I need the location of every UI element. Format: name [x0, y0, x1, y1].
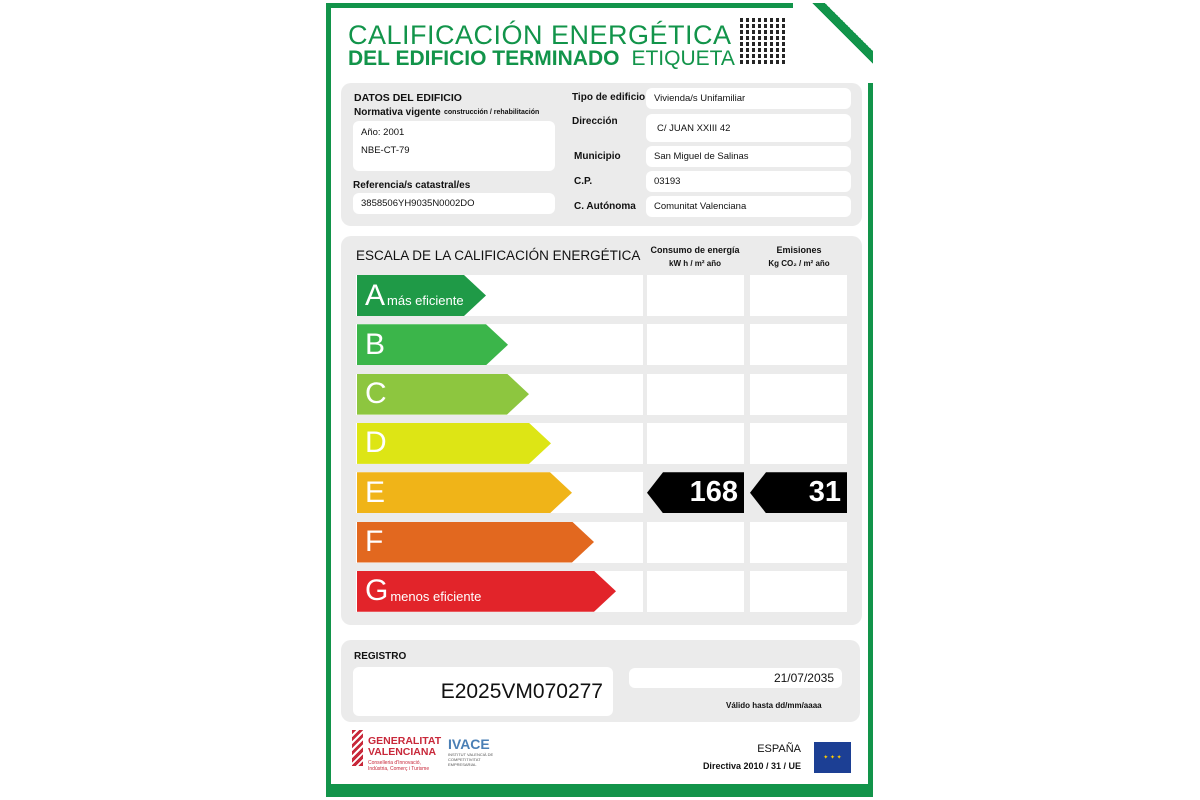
field-label-tipo: Tipo de edificio: [572, 92, 646, 103]
field-value-tipo: Vivienda/s Unifamiliar: [646, 88, 851, 109]
consumption-cell: [647, 324, 744, 366]
consumption-cell: [647, 422, 744, 464]
registro-label: REGISTRO: [354, 651, 407, 662]
country: ESPAÑA: [757, 743, 801, 755]
gv-line1: GENERALITAT: [368, 735, 442, 747]
field-value-autonoma: Comunitat Valenciana: [646, 196, 851, 217]
building-section-title: DATOS DEL EDIFICIO: [354, 92, 462, 104]
valid-label: Válido hasta dd/mm/aaaa: [726, 701, 822, 710]
norma-value: NBE-CT-79: [361, 145, 410, 156]
ref-label: Referencia/s catastral/es: [353, 180, 471, 191]
year-value: Año: 2001: [361, 127, 405, 138]
rating-note: más eficiente: [387, 293, 464, 308]
emissions-unit: Kg CO₂ / m² año: [768, 259, 830, 268]
field-label-autonoma: C. Autónoma: [574, 201, 636, 212]
emissions-cell: [750, 324, 847, 366]
field-value-direccion: C/ JUAN XXIII 42: [646, 114, 851, 142]
consumption-cell: [647, 521, 744, 563]
consumption-cell: [647, 570, 744, 612]
title-line1: CALIFICACIÓN ENERGÉTICA: [348, 20, 732, 50]
rating-letter: A: [365, 278, 386, 312]
emissions-cell: [750, 373, 847, 415]
emissions-title: Emisiones: [776, 245, 822, 255]
field-label-cp: C.P.: [574, 176, 593, 187]
consumption-indicator: 168: [647, 472, 744, 514]
field-value-cp: 03193: [646, 171, 851, 192]
ivace-text: IVACE: [448, 736, 490, 752]
normativa-label: Normativa vigente: [354, 107, 441, 118]
consumption-unit: kW h / m² año: [669, 259, 721, 268]
eu-flag-icon: ✦ ✦ ✦: [814, 742, 851, 773]
consumption-cell: [647, 373, 744, 415]
rating-bar-d: D: [357, 423, 551, 464]
qr-code-overlay: [740, 18, 786, 64]
ref-value: 3858506YH9035N0002DO: [353, 193, 555, 214]
consumption-title: Consumo de energía: [650, 245, 740, 255]
registro-number: E2025VM070277: [353, 667, 613, 716]
rating-bar-f: F: [357, 522, 594, 563]
emissions-cell: [750, 521, 847, 563]
rating-bar-e: E: [357, 472, 572, 513]
consumption-header: Consumo de energía kW h / m² año: [646, 243, 744, 271]
emissions-indicator: 31: [750, 472, 847, 514]
field-label-direccion: Dirección: [572, 116, 618, 127]
directive: Directiva 2010 / 31 / UE: [702, 761, 801, 771]
emissions-cell: [750, 422, 847, 464]
title-line2: DEL EDIFICIO TERMINADO ETIQUETA: [348, 47, 735, 71]
gv-line2: VALENCIANA: [368, 746, 437, 758]
ivace-logo: IVACE INSTITUT VALENCIÀ DE COMPETITIVITAT…: [448, 736, 498, 767]
rating-letter: D: [365, 426, 387, 460]
field-label-municipio: Municipio: [574, 151, 621, 162]
normativa-box: Año: 2001 NBE-CT-79: [353, 121, 555, 171]
corner-fold: [793, 3, 873, 83]
rating-bar-c: C: [357, 374, 529, 415]
scale-title: ESCALA DE LA CALIFICACIÓN ENERGÉTICA: [356, 248, 641, 263]
emissions-header: Emisiones Kg CO₂ / m² año: [750, 243, 848, 271]
rating-letter: B: [365, 327, 386, 361]
title-main: DEL EDIFICIO TERMINADO: [348, 47, 620, 70]
ivace-sub: INSTITUT VALENCIÀ DE COMPETITIVITAT EMPR…: [448, 752, 494, 767]
rating-bar-b: B: [357, 324, 508, 365]
consumption-cell: [647, 275, 744, 316]
generalitat-logo-icon: [352, 730, 363, 766]
rating-letter: F: [365, 525, 384, 558]
title-suffix: ETIQUETA: [631, 47, 735, 70]
generalitat-logo: GENERALITAT VALENCIANA Conselleria d'Innov…: [368, 735, 442, 773]
rating-letter: C: [365, 377, 387, 411]
rating-letter: E: [365, 475, 386, 509]
normativa-sub: construcción / rehabilitación: [444, 109, 540, 116]
emissions-cell: [750, 275, 847, 316]
valid-date: 21/07/2035: [629, 668, 842, 688]
gv-sub: Conselleria d'Innovació, Indústria, Come…: [368, 760, 430, 772]
rating-note: menos eficiente: [390, 588, 482, 604]
emissions-cell: [750, 570, 847, 612]
field-value-municipio: San Miguel de Salinas: [646, 146, 851, 167]
rating-letter: G: [365, 574, 389, 608]
